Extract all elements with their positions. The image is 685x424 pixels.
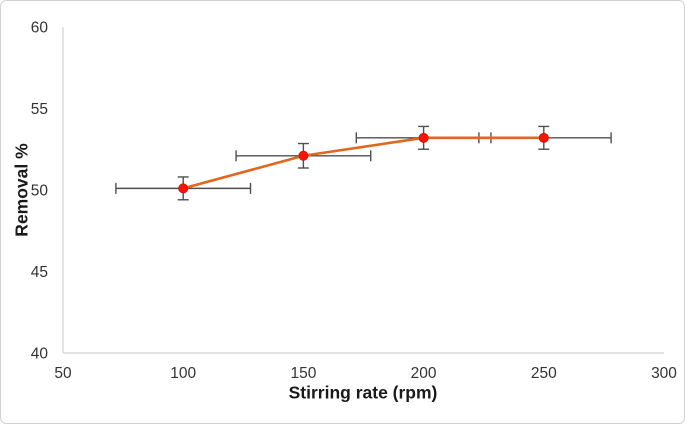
x-tick-label: 300 [651, 365, 677, 382]
y-tick-label: 40 [31, 346, 49, 363]
y-tick-label: 60 [31, 20, 49, 37]
y-axis-title: Removal % [11, 143, 32, 237]
x-tick-label: 200 [411, 365, 437, 382]
series-line [181, 136, 546, 190]
y-tick-label: 50 [31, 183, 49, 200]
x-axis-title: Stirring rate (rpm) [288, 382, 438, 403]
x-tick-label: 150 [290, 365, 316, 382]
y-tick-label: 45 [31, 264, 48, 281]
y-tick-label: 55 [31, 101, 48, 118]
x-tick-label: 250 [531, 365, 557, 382]
data-point-marker [298, 150, 309, 161]
data-point-marker [178, 183, 189, 194]
x-tick-label: 100 [170, 365, 196, 382]
data-point-marker [418, 132, 429, 143]
data-point-marker [538, 132, 549, 143]
x-tick-label: 50 [54, 365, 72, 382]
